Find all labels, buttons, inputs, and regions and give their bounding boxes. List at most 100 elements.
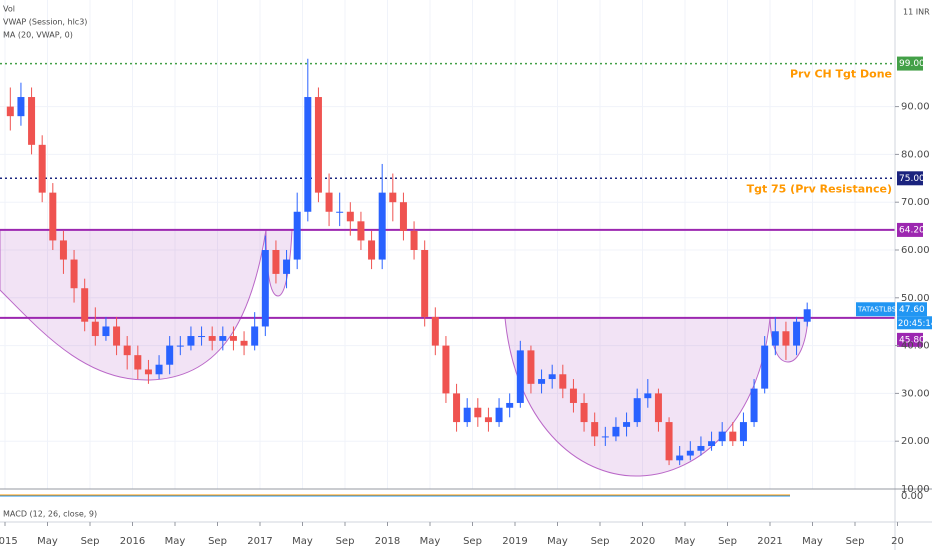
y-tick-label: 20.00 (901, 436, 930, 447)
candle-body (293, 211, 301, 260)
candle-body (272, 249, 280, 274)
x-tick-label: May (165, 536, 186, 547)
y-tick-label: 50.00 (901, 293, 930, 304)
last-price-label: 47.60 (899, 305, 925, 315)
volume-axis-label: 11 INR (903, 8, 930, 17)
candle-body (219, 336, 227, 341)
candle-body (113, 326, 121, 346)
x-tick-label: May (37, 536, 58, 547)
candle-body (283, 259, 291, 274)
candle-body (538, 379, 546, 384)
level-price-label: 75.00 (899, 174, 925, 184)
candle-body (59, 240, 67, 260)
level-price-badge (897, 332, 923, 347)
candle-body (761, 345, 769, 389)
candle-body (70, 259, 78, 289)
candle-body (506, 402, 514, 408)
candle-body (739, 422, 747, 442)
candle-body (708, 441, 716, 446)
candle-body (38, 144, 46, 193)
candle-body (569, 388, 577, 403)
candle-body (548, 374, 556, 380)
x-tick-label: May (802, 536, 823, 547)
candle-body (601, 436, 609, 438)
x-tick-label: Sep (336, 536, 355, 547)
x-tick-label: May (420, 536, 441, 547)
y-tick-label: 40.00 (901, 341, 930, 352)
symbol-badge (856, 302, 895, 317)
candle-body (240, 340, 248, 346)
level-price-badge (897, 56, 923, 71)
candle-body (686, 450, 694, 456)
candle-body (357, 221, 365, 241)
y-tick-label: 10.00 (901, 484, 930, 495)
x-tick-label: May (675, 536, 696, 547)
candle-body (665, 422, 673, 461)
y-tick-label: 70.00 (901, 197, 930, 208)
candle-body (144, 369, 152, 375)
level-price-badge (897, 222, 923, 237)
level-price-label: 99.00 (899, 59, 925, 69)
candle-body (261, 249, 269, 327)
x-tick-label: Sep (718, 536, 737, 547)
indicator-label: MA (20, VWAP, 0) (3, 31, 73, 40)
macd-label: MACD (12, 26, close, 9) (3, 510, 97, 519)
y-tick-label: 80.00 (901, 149, 930, 160)
candle-body (591, 422, 599, 437)
candle-body (91, 321, 99, 337)
candle-body (28, 97, 36, 145)
candle-body (134, 355, 142, 370)
x-tick-label: 2019 (502, 536, 527, 547)
macd-tick-label: 0.00 (901, 491, 923, 502)
candle-body (623, 422, 631, 427)
candle-body (81, 288, 89, 322)
candle-body (421, 249, 429, 317)
countdown-badge (897, 316, 932, 330)
x-tick-label: 2016 (120, 536, 145, 547)
candle-body (229, 336, 237, 341)
x-tick-label: 2020 (630, 536, 655, 547)
candle-body (453, 393, 461, 423)
candle-body (559, 374, 567, 389)
candle-body (176, 345, 184, 347)
y-tick-label: 60.00 (901, 245, 930, 256)
cup-drawing (0, 229, 267, 381)
countdown-label: 20:45:14 (898, 319, 932, 329)
candle-body (803, 309, 811, 322)
candle-body (166, 345, 174, 365)
candle-body (368, 240, 376, 260)
candle-body (516, 350, 524, 403)
candle-body (102, 326, 110, 337)
candle-body (729, 431, 737, 442)
candle-body (697, 445, 705, 451)
candle-body (484, 417, 492, 423)
level-price-badge (897, 171, 923, 186)
candle-body (750, 388, 758, 423)
candle-body (187, 336, 195, 346)
x-tick-label: May (292, 536, 313, 547)
candle-body (782, 331, 790, 346)
candle-body (155, 364, 163, 375)
candle-body (346, 211, 354, 222)
candle-body (389, 192, 397, 203)
y-tick-label: 90.00 (901, 102, 930, 113)
candle-body (410, 230, 418, 250)
candle-body (198, 336, 206, 338)
x-tick-label: 2015 (0, 536, 18, 547)
candle-body (463, 407, 471, 423)
x-tick-label: Sep (591, 536, 610, 547)
symbol-label: TATASTLBSL (857, 305, 900, 313)
x-tick-label: Sep (463, 536, 482, 547)
candle-body (208, 336, 216, 341)
x-tick-label: 2017 (247, 536, 272, 547)
x-tick-label: Sep (846, 536, 865, 547)
candle-body (123, 345, 131, 356)
x-tick-label: 2021 (757, 536, 782, 547)
candle-body (771, 331, 779, 346)
x-tick-label: 20 (891, 536, 904, 547)
candle-body (304, 97, 312, 212)
y-tick-label: 30.00 (901, 388, 930, 399)
candle-body (378, 192, 386, 260)
candle-body (633, 398, 641, 423)
